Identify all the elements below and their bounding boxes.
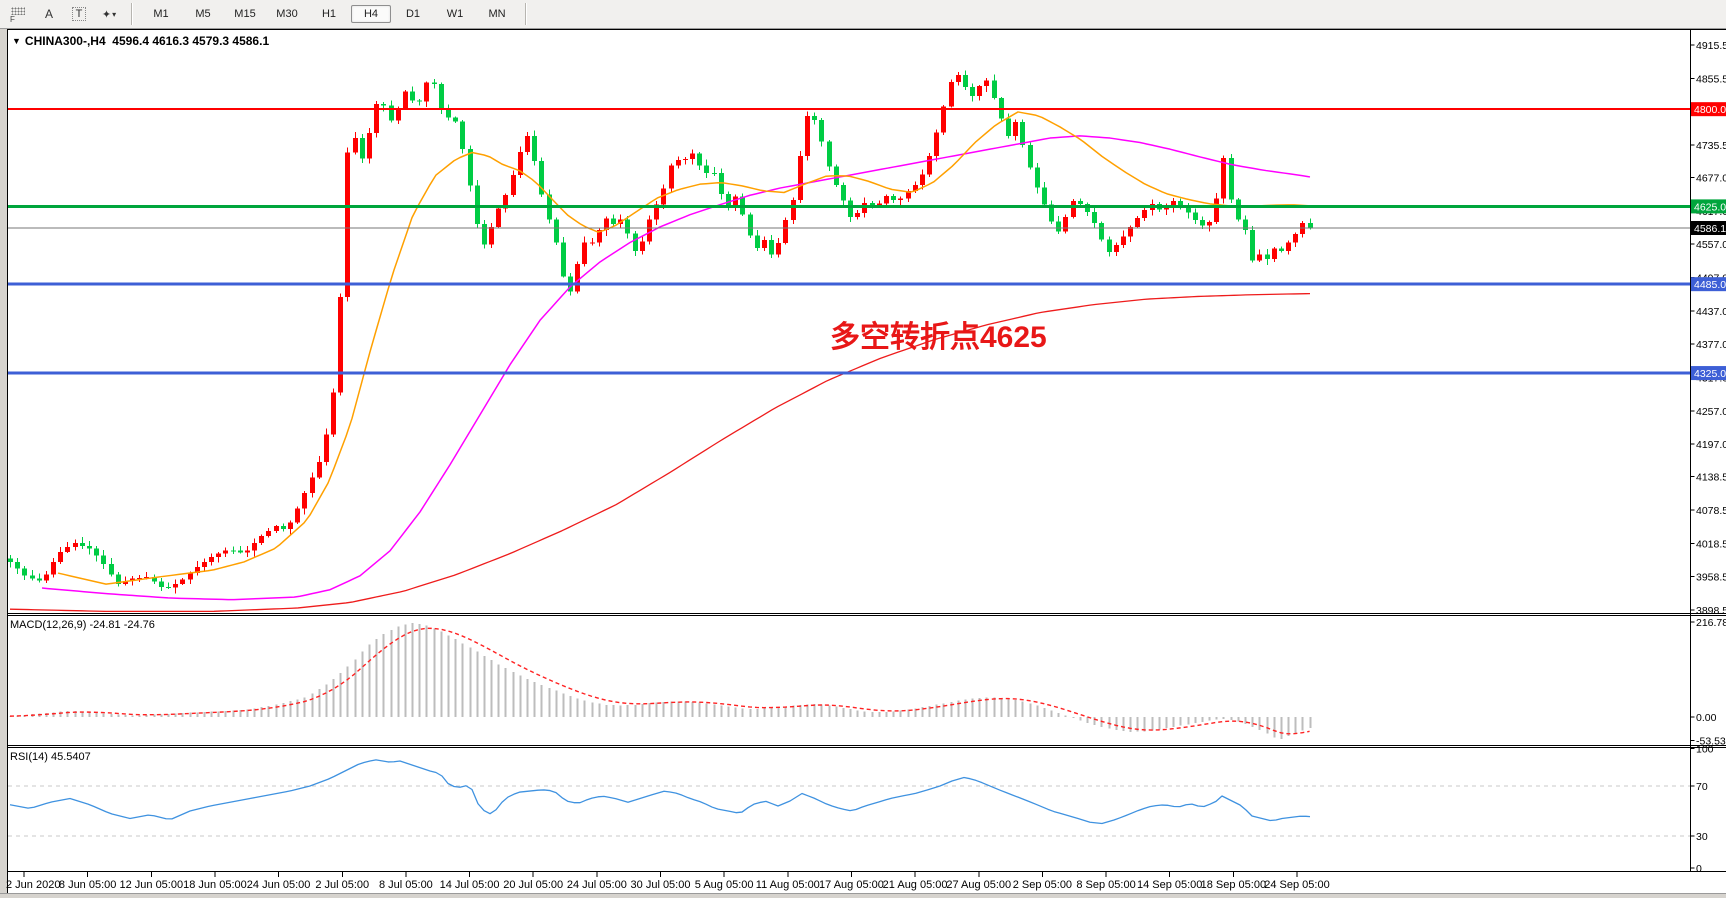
window-bottom-edge xyxy=(0,893,1726,898)
price-tick-label: 4915.5 xyxy=(1696,40,1726,52)
price-tick-label: 4197.0 xyxy=(1696,439,1726,451)
timeframe-button-m30[interactable]: M30 xyxy=(276,8,298,20)
moving-averages xyxy=(9,111,1311,612)
level-price-chip xyxy=(1691,277,1726,292)
time-tick-label: 2 Jul 05:00 xyxy=(315,879,369,891)
ma-mid-line xyxy=(41,135,1311,601)
chart-background xyxy=(7,29,1726,893)
time-tick-label: 27 Aug 05:00 xyxy=(946,879,1011,891)
level-price-chip xyxy=(1691,221,1726,235)
time-tick-label: 18 Sep 05:00 xyxy=(1201,879,1266,891)
dots-glyph xyxy=(11,7,25,15)
time-tick-label: 24 Sep 05:00 xyxy=(1264,879,1329,891)
timeframe-button-h1[interactable]: H1 xyxy=(321,8,337,20)
price-axis: 4915.54855.54795.54735.54677.04617.04557… xyxy=(1690,40,1726,875)
chart-annotation-text: 多空转折点4625 xyxy=(830,321,1047,354)
time-tick-label: 11 Aug 05:00 xyxy=(756,879,820,891)
time-tick-label: 30 Jul 05:00 xyxy=(631,879,691,891)
macd-signal-line xyxy=(9,627,1310,735)
price-tick-label: 4078.5 xyxy=(1696,505,1726,517)
timeframe-group: M1 M5 M15 M30 H1 H4 D1 W1 MN xyxy=(136,0,522,28)
macd-tick-label: 216.78 xyxy=(1696,617,1726,629)
text-label-t-icon[interactable]: T xyxy=(65,2,93,26)
time-tick-label: 8 Jul 05:00 xyxy=(379,879,433,891)
timeframe-button-mn[interactable]: MN xyxy=(488,8,506,20)
price-tick-label: 4557.0 xyxy=(1696,239,1726,251)
time-tick-label: 8 Sep 05:00 xyxy=(1076,879,1135,891)
macd-indicator-label: MACD(12,26,9) -24.81 -24.76 xyxy=(10,619,155,631)
ma-fast-line xyxy=(57,111,1311,585)
level-price-label: 4485.0 xyxy=(1694,279,1726,291)
level-price-chip xyxy=(1691,199,1726,214)
toolbar-separator xyxy=(131,3,133,25)
ma-slow-line xyxy=(9,292,1311,612)
symbol-name: CHINA300-,H4 xyxy=(24,34,106,48)
time-tick-label: 21 Aug 05:00 xyxy=(883,879,948,891)
horizontal-levels xyxy=(8,108,1691,375)
toolbar-separator xyxy=(525,3,527,25)
pane-borders xyxy=(7,29,1726,893)
time-tick-label: 5 Aug 05:00 xyxy=(695,879,754,891)
drawing-tools-icon[interactable]: ✦ ▾ xyxy=(101,8,117,21)
symbol-dropdown-icon[interactable]: ▼ xyxy=(12,36,21,46)
font-a-icon[interactable]: A xyxy=(44,7,53,21)
chart-ohlc-title: ▼ CHINA300-,H4 4596.4 4616.3 4579.3 4586.… xyxy=(12,34,269,48)
timeframe-button-m1[interactable]: M1 xyxy=(153,8,169,20)
timeframe-button-h4[interactable]: H4 xyxy=(351,5,391,23)
timeframe-button-w1[interactable]: W1 xyxy=(446,8,464,20)
level-price-label: 4586.1 xyxy=(1694,223,1726,235)
level-price-label: 4325.0 xyxy=(1694,368,1726,380)
macd-tick-label: -53.53 xyxy=(1696,735,1726,747)
time-tick-label: 14 Jul 05:00 xyxy=(440,879,500,891)
macd-tick-label: 0.00 xyxy=(1696,712,1717,724)
time-tick-label: 2 Sep 05:00 xyxy=(1013,879,1072,891)
price-tick-label: 4138.5 xyxy=(1696,472,1726,484)
templates-grid-f-icon[interactable]: F xyxy=(5,2,33,26)
macd-histogram xyxy=(9,623,1312,740)
price-tick-label: 4677.0 xyxy=(1696,173,1726,185)
time-tick-label: 14 Sep 05:00 xyxy=(1137,879,1202,891)
level-price-label: 4800.0 xyxy=(1694,104,1726,116)
level-price-label: 4625.0 xyxy=(1694,201,1726,213)
time-tick-label: 24 Jul 05:00 xyxy=(567,879,627,891)
timeframe-button-d1[interactable]: D1 xyxy=(405,8,421,20)
candlesticks xyxy=(8,70,1313,594)
time-tick-label: 18 Jun 05:00 xyxy=(183,879,247,891)
rsi-line xyxy=(9,759,1311,825)
rsi-tick-label: 70 xyxy=(1696,781,1708,793)
level-price-chip xyxy=(1691,366,1726,381)
price-tick-label: 4377.0 xyxy=(1696,339,1726,351)
price-tick-label: 3958.5 xyxy=(1696,572,1726,584)
price-tick-label: 3898.5 xyxy=(1696,605,1726,617)
time-tick-label: 20 Jul 05:00 xyxy=(503,879,563,891)
price-tick-label: 4735.5 xyxy=(1696,140,1726,152)
price-tick-label: 4437.0 xyxy=(1696,306,1726,318)
ohlc-values: 4596.4 4616.3 4579.3 4586.1 xyxy=(112,34,270,48)
time-tick-label: 12 Jun 05:00 xyxy=(119,879,183,891)
timeframe-button-m5[interactable]: M5 xyxy=(195,8,211,20)
price-tick-label: 4018.5 xyxy=(1696,538,1726,550)
time-tick-label: 17 Aug 05:00 xyxy=(819,879,884,891)
price-tick-label: 4257.0 xyxy=(1696,406,1726,418)
toolbar-icon-group: F A T ✦ ▾ xyxy=(0,0,128,28)
rsi-tick-label: 100 xyxy=(1696,744,1714,756)
rsi-indicator-label: RSI(14) 45.5407 xyxy=(10,751,91,763)
time-tick-label: 8 Jun 05:00 xyxy=(59,879,117,891)
timeframe-button-m15[interactable]: M15 xyxy=(234,8,256,20)
time-tick-label: 2 Jun 2020 xyxy=(6,879,60,891)
rsi-plot xyxy=(9,759,1311,825)
price-tick-label: 4855.5 xyxy=(1696,73,1726,85)
rsi-tick-label: 0 xyxy=(1696,863,1702,875)
rsi-tick-label: 30 xyxy=(1696,831,1708,843)
toolbar: F A T ✦ ▾ M1 M5 M15 M30 H1 H4 D1 W1 MN xyxy=(0,0,1726,29)
time-tick-label: 24 Jun 05:00 xyxy=(247,879,311,891)
level-price-chip xyxy=(1691,102,1726,117)
